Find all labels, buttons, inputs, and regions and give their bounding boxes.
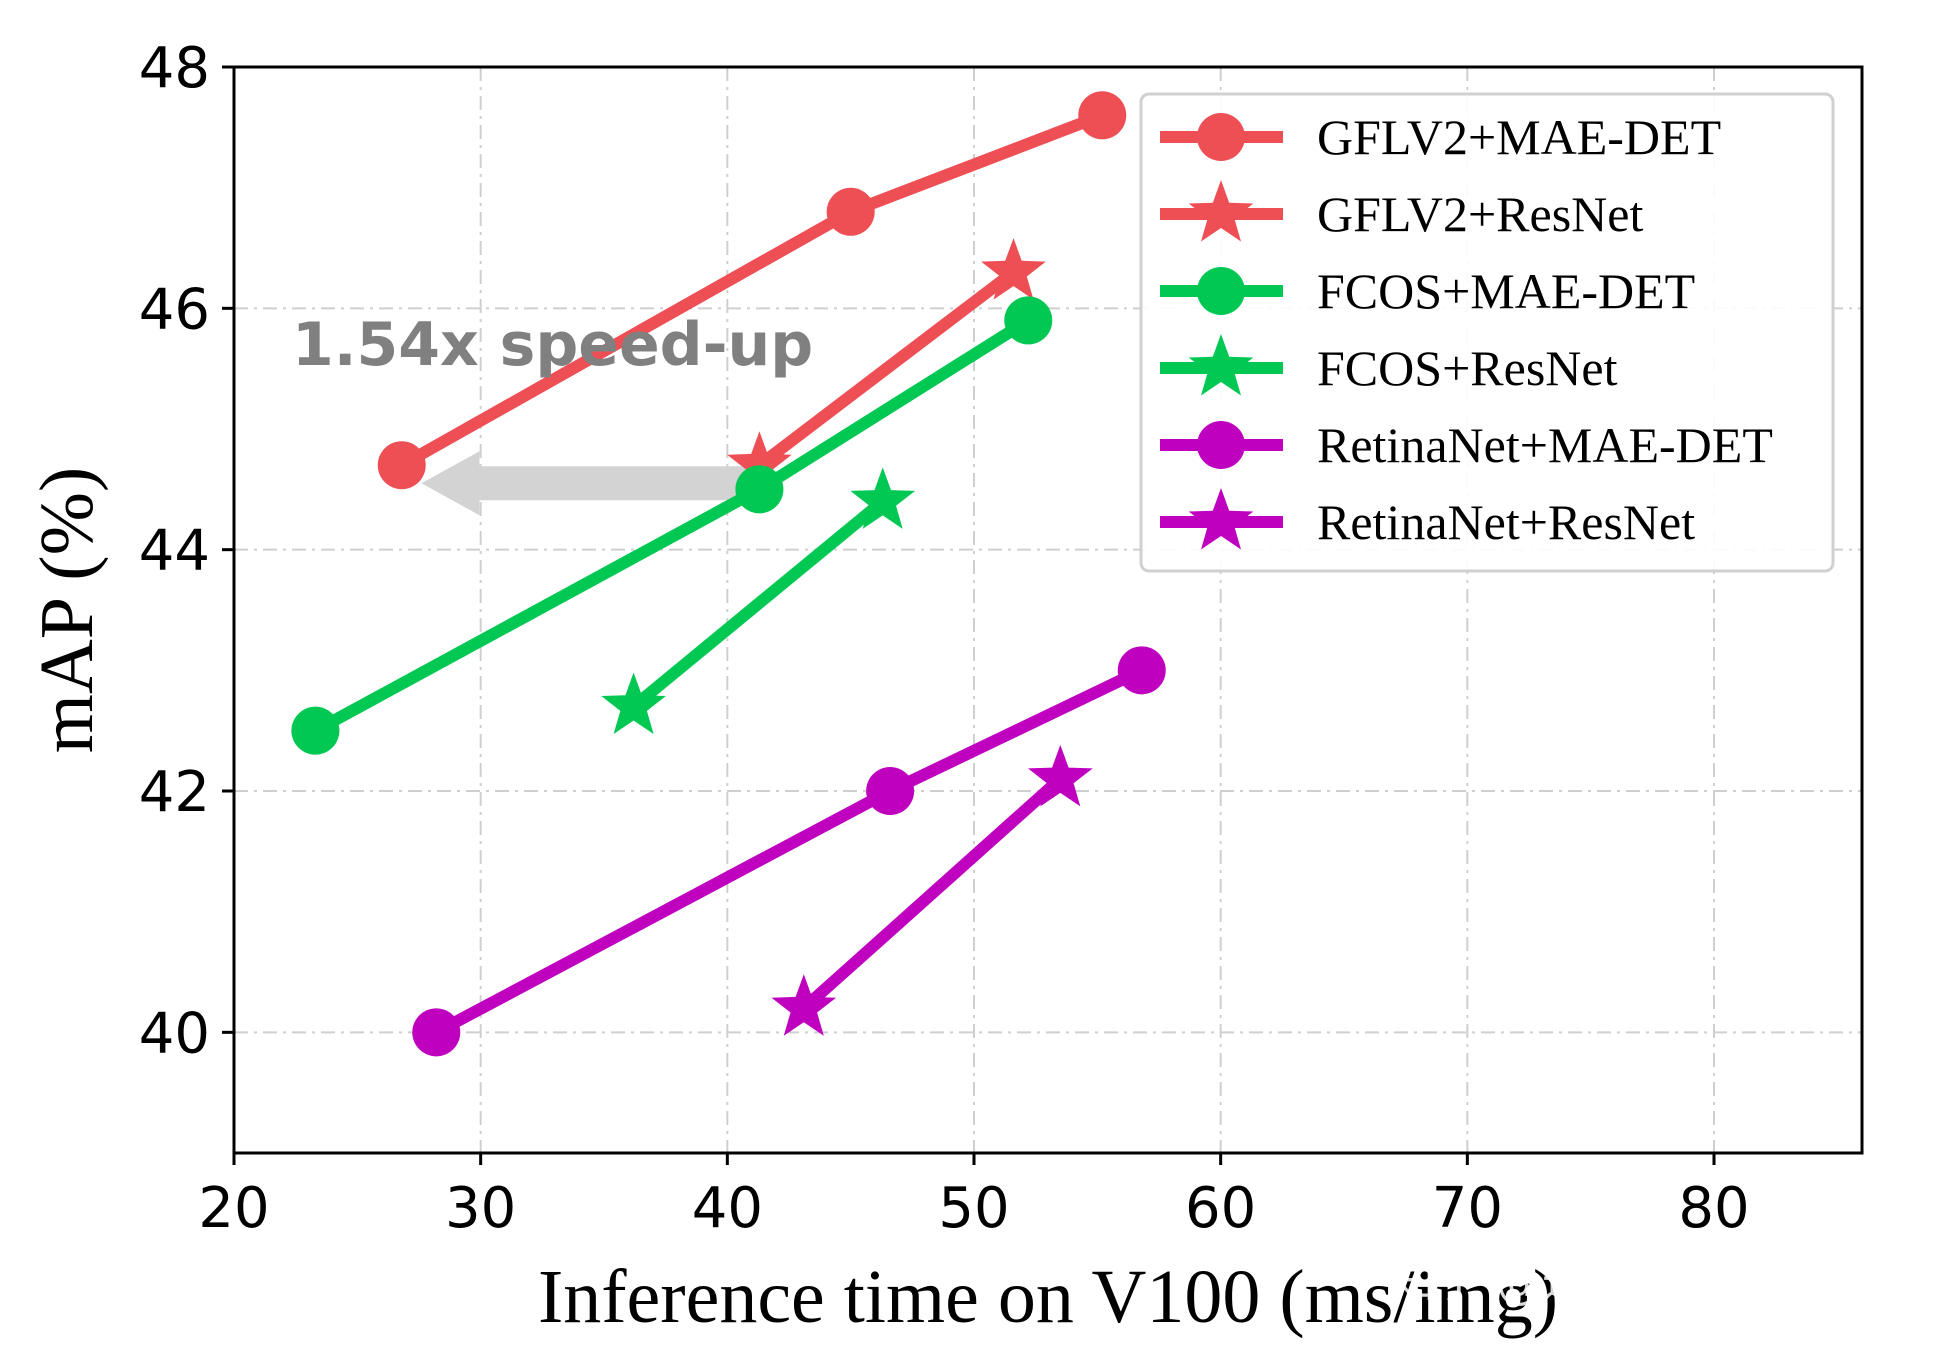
data-point-circle	[291, 706, 340, 755]
legend-marker-star	[1188, 334, 1254, 396]
data-point-circle	[735, 465, 784, 514]
series-line	[797, 772, 1067, 1015]
x-tick-label: 60	[1185, 1176, 1256, 1241]
y-tick-label: 48	[139, 36, 210, 101]
data-point-star	[1028, 744, 1093, 807]
series-2	[291, 296, 1053, 755]
series-1	[727, 238, 1046, 493]
series-line	[430, 664, 1148, 1039]
watermark: 知乎 @达摩院灵瞳实验室	[1389, 1255, 1910, 1309]
y-axis-title: mAP (%)	[25, 467, 109, 753]
data-point-circle	[377, 441, 426, 490]
data-point-star	[601, 672, 666, 734]
legend-marker-star	[1188, 180, 1254, 242]
series-layer	[291, 91, 1166, 1057]
data-point-star	[771, 974, 837, 1036]
annotation-label: 1.54x speed-up	[292, 310, 813, 380]
legend-label: GFLV2+ResNet	[1317, 186, 1643, 242]
legend-item-0: GFLV2+MAE-DET	[1160, 109, 1721, 165]
legend-item-1: GFLV2+ResNet	[1160, 180, 1643, 242]
x-tick-label: 70	[1432, 1176, 1503, 1241]
legend-marker-star	[1188, 488, 1254, 550]
x-tick-label: 50	[938, 1176, 1009, 1241]
series-line	[753, 266, 1020, 472]
x-tick-label: 40	[692, 1176, 763, 1241]
x-tick-label: 80	[1678, 1176, 1749, 1241]
x-ticks: 20 30 40 50 60 70 80	[198, 1153, 1750, 1241]
data-point-circle	[1004, 296, 1053, 345]
annotation-arrow-layer	[421, 451, 752, 516]
data-point-circle	[412, 1008, 461, 1057]
y-ticks: 40 42 44 46 48	[139, 36, 234, 1066]
series-4	[412, 646, 1166, 1057]
legend-item-5: RetinaNet+ResNet	[1160, 488, 1695, 550]
legend-item-3: FCOS+ResNet	[1160, 334, 1618, 396]
legend-marker-circle	[1197, 113, 1245, 161]
legend: GFLV2+MAE-DET GFLV2+ResNet FCOS+MAE-DET FCO…	[1139, 92, 1835, 573]
legend-marker-circle	[1197, 267, 1245, 315]
y-tick-label: 46	[139, 277, 210, 342]
legend-label: GFLV2+MAE-DET	[1317, 109, 1721, 165]
series-5	[771, 744, 1093, 1036]
series-0	[377, 91, 1127, 490]
legend-label: RetinaNet+ResNet	[1317, 494, 1695, 550]
legend-marker-circle	[1197, 421, 1245, 469]
legend-label: FCOS+ResNet	[1317, 340, 1618, 396]
y-tick-label: 44	[139, 519, 210, 584]
data-point-star	[981, 238, 1046, 300]
x-tick-label: 20	[198, 1176, 269, 1241]
series-3	[601, 467, 916, 734]
legend-frame	[1139, 92, 1835, 573]
legend-item-4: RetinaNet+MAE-DET	[1160, 417, 1773, 473]
legend-label: FCOS+MAE-DET	[1317, 263, 1695, 319]
x-tick-label: 30	[445, 1176, 516, 1241]
speed-up-arrow	[421, 451, 752, 516]
series-line	[627, 495, 889, 713]
data-point-star	[850, 467, 916, 529]
data-point-star	[727, 431, 792, 493]
legend-label: RetinaNet+MAE-DET	[1317, 417, 1773, 473]
data-point-circle	[1117, 646, 1166, 695]
x-axis-title: Inference time on V100 (ms/img)	[538, 1255, 1558, 1339]
data-point-circle	[826, 187, 875, 236]
legend-item-2: FCOS+MAE-DET	[1160, 263, 1695, 319]
plot-frame	[232, 65, 1864, 1155]
y-tick-label: 42	[139, 760, 210, 825]
data-point-circle	[1078, 91, 1127, 140]
y-tick-label: 40	[139, 1001, 210, 1066]
data-point-circle	[866, 767, 915, 815]
